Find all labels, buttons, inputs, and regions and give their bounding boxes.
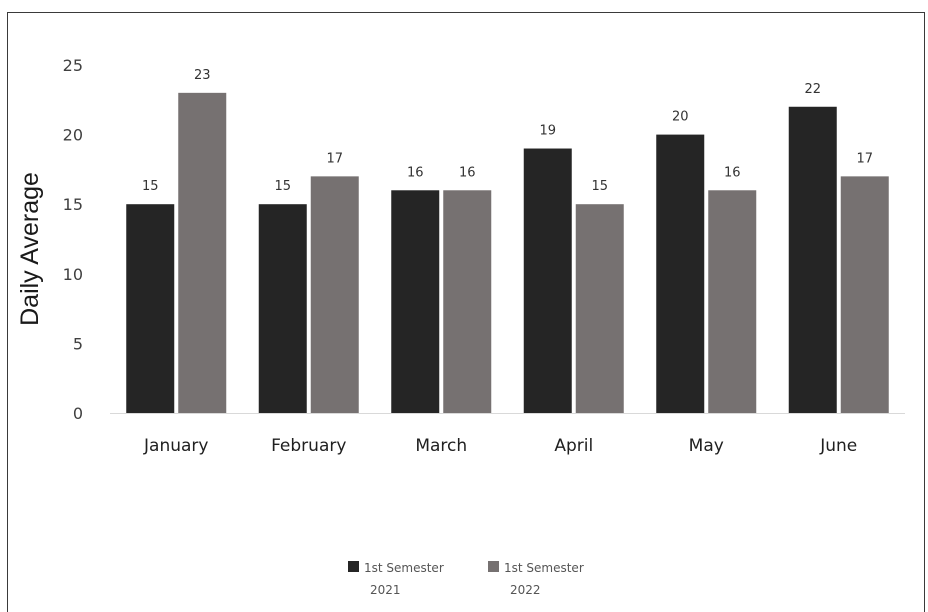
y-tick-label: 25 (63, 56, 83, 75)
legend-label: 1st Semester (504, 561, 584, 575)
y-tick-label: 5 (73, 334, 83, 353)
x-tick-label: February (271, 436, 346, 456)
legend-swatch (348, 561, 359, 572)
legend-label: 1st Semester (364, 561, 444, 575)
bar (126, 204, 175, 413)
data-label: 17 (326, 151, 343, 166)
legend-label: 2021 (370, 583, 401, 597)
bar (788, 106, 837, 413)
x-tick-label: May (689, 436, 724, 456)
data-label: 16 (407, 165, 424, 180)
x-tick-label: March (415, 436, 467, 456)
y-tick-label: 15 (63, 195, 83, 214)
bar (575, 204, 624, 413)
data-label: 16 (459, 165, 476, 180)
data-label: 20 (672, 110, 689, 125)
bar (310, 176, 359, 413)
bar (840, 176, 889, 413)
bar (443, 190, 492, 413)
data-label: 22 (804, 82, 821, 97)
y-tick-label: 20 (63, 126, 83, 145)
x-tick-label: January (143, 436, 208, 456)
bar (523, 148, 572, 413)
data-label: 15 (591, 179, 608, 194)
legend-swatch (488, 561, 499, 572)
bar (708, 190, 757, 413)
legend-label: 2022 (510, 583, 541, 597)
x-tick-label: April (554, 436, 593, 456)
chart-frame (7, 12, 925, 612)
bar (258, 204, 307, 413)
y-axis-title: Daily Average (16, 172, 44, 326)
bar (391, 190, 440, 413)
x-tick-label: June (819, 436, 857, 456)
y-tick-label: 0 (73, 404, 83, 423)
bar (178, 92, 227, 413)
data-label: 17 (856, 151, 873, 166)
data-label: 15 (142, 179, 159, 194)
data-label: 23 (194, 68, 211, 83)
y-tick-label: 10 (63, 265, 83, 284)
data-label: 16 (724, 165, 741, 180)
bar (656, 134, 705, 413)
data-label: 19 (539, 124, 556, 139)
data-label: 15 (274, 179, 291, 194)
